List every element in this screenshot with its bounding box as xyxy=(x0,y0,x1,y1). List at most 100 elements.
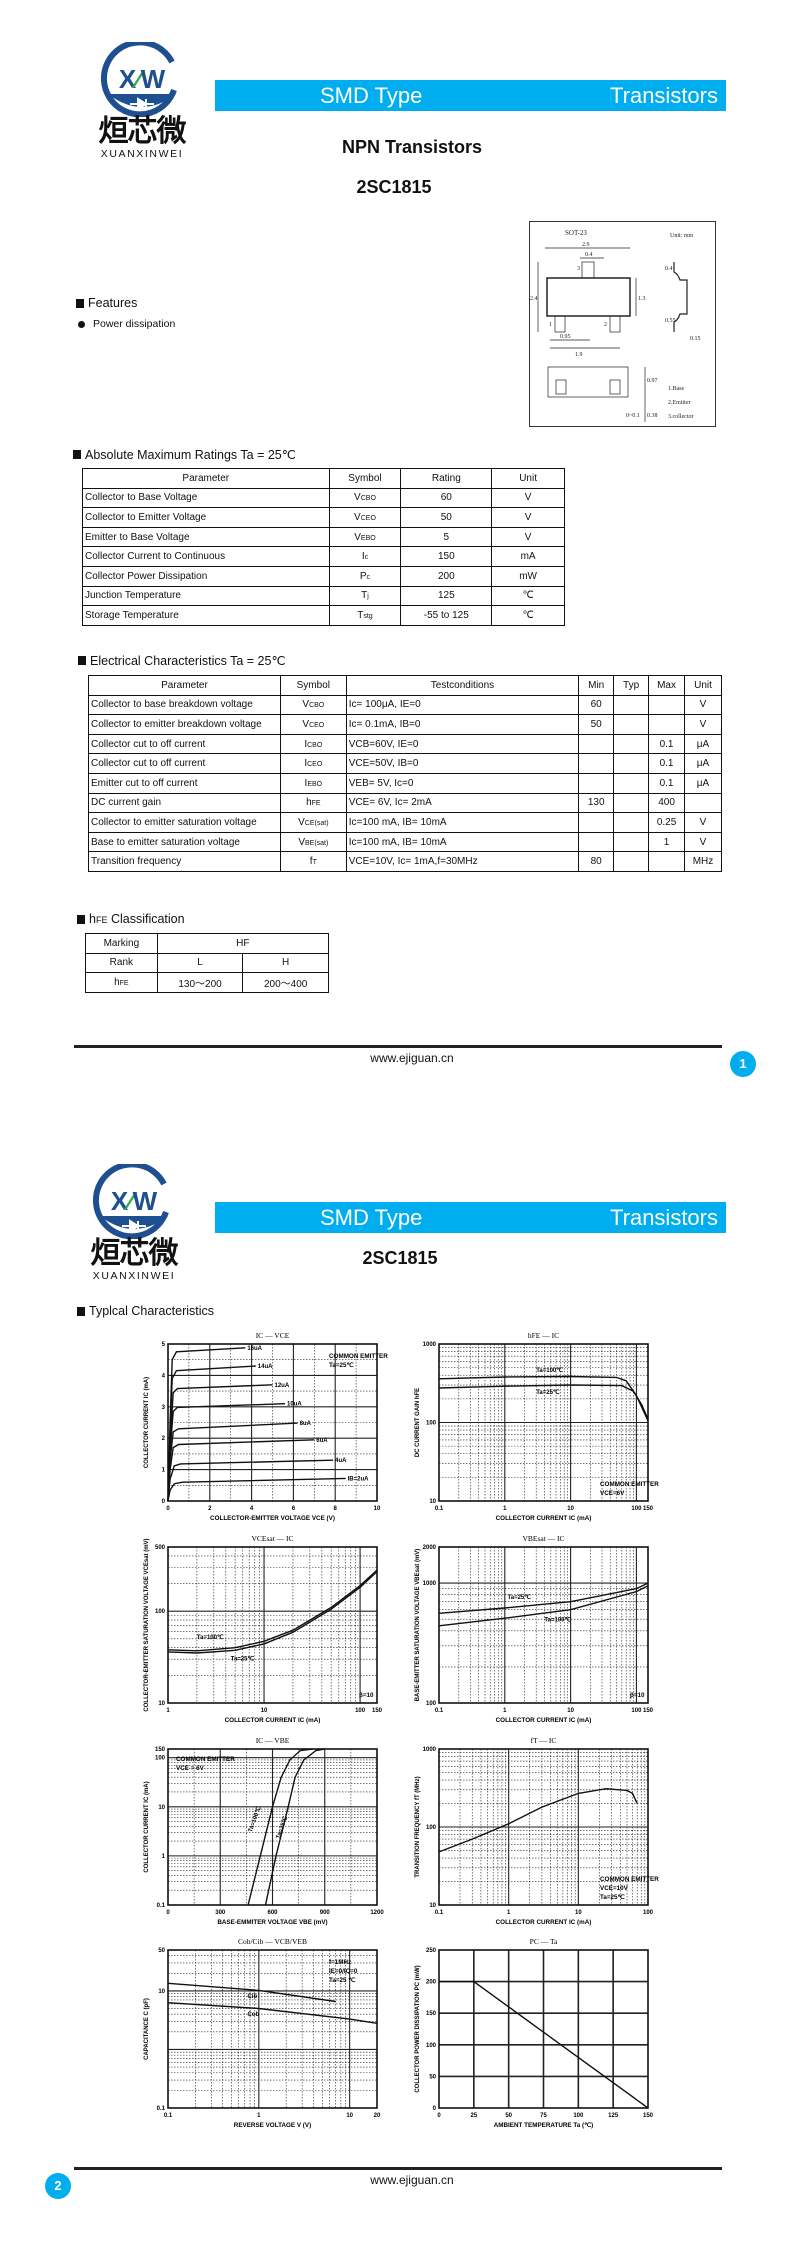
dim-pitch: 0.95 xyxy=(560,334,571,340)
table-header-row: Parameter Symbol Testconditions Min Typ Max Un… xyxy=(88,675,722,696)
square-bullet-icon xyxy=(73,450,81,459)
column-header: Testconditions xyxy=(345,675,580,696)
column-header: Parameter xyxy=(88,675,281,696)
elec-char-heading: Electrical Characteristics Ta = 25℃ xyxy=(78,653,285,668)
table-row: Transition frequency fT VCE=10V, Ic= 1mA,f… xyxy=(88,851,722,872)
table-cell xyxy=(613,772,650,794)
symbol-cell: VCBO xyxy=(279,694,347,716)
column-header: Unit xyxy=(684,675,722,696)
y-tick-label: 1000 xyxy=(423,1747,437,1753)
symbol-cell: fT xyxy=(279,851,347,872)
table-cell: 50 xyxy=(578,714,615,735)
symbol-sub: CBO xyxy=(309,702,325,710)
logo-english-name: XUANXINWEI xyxy=(100,148,184,160)
symbol-sub: EBO xyxy=(360,534,376,542)
feature-item: Power dissipation xyxy=(78,318,175,330)
symbol-cell: VCE(sat) xyxy=(279,812,347,833)
y-tick-label: 10 xyxy=(429,1499,436,1505)
x-tick-label: 4 xyxy=(250,1506,254,1512)
table-cell: Collector Power Dissipation xyxy=(82,565,330,587)
x-tick-label: 1 xyxy=(257,2113,261,2119)
footer-website-link[interactable]: www.ejiguan.cn xyxy=(370,1051,454,1065)
chart-title: VCEsat — IC xyxy=(251,1534,293,1543)
y-tick-label: 2 xyxy=(162,1436,166,1442)
table-row: Collector cut to off current ICEO VCE=50V,… xyxy=(88,753,722,774)
table-cell: μA xyxy=(684,772,722,794)
x-tick-label: 100 xyxy=(643,1910,654,1916)
x-tick-label: 25 xyxy=(470,2113,477,2119)
table-row: Emitter cut to off current IEBO VEB= 5V, I… xyxy=(88,772,722,794)
symbol-cell: VEBO xyxy=(328,526,402,548)
hfe-heading-rest: Classification xyxy=(107,912,185,926)
hfe-classification-table: Marking HF Rank L H hFE 130～200 200～400 xyxy=(85,933,330,993)
x-tick-label: 0.1 xyxy=(435,1708,444,1714)
series-label: 12uA xyxy=(275,1383,290,1389)
marking-label: Marking xyxy=(85,933,158,954)
symbol-main: I xyxy=(361,551,365,563)
y-tick-label: 1 xyxy=(162,1468,166,1474)
table-cell: VCE=50V, IB=0 xyxy=(345,753,580,774)
table-cell: Collector to emitter breakdown voltage xyxy=(88,714,281,735)
symbol-cell: hFE xyxy=(279,792,347,814)
chart-annotation: Ta=25℃ xyxy=(329,1362,354,1369)
series-line xyxy=(167,1439,315,1502)
hfe-range: 130～200 xyxy=(156,972,244,993)
x-axis-label: COLLECTOR CURRENT IC (mA) xyxy=(496,1717,592,1724)
abs-max-heading-text: Absolute Maximum Ratings Ta = 25℃ xyxy=(85,448,296,462)
page-number-badge: 2 xyxy=(45,2173,71,2199)
series-line xyxy=(167,1459,334,1502)
series-label: Ta=25℃ xyxy=(536,1389,560,1396)
series-label: Ta=100℃ xyxy=(536,1367,563,1374)
chart-title: IC — VCE xyxy=(256,1331,290,1340)
table-row: hFE 130～200 200～400 xyxy=(85,972,329,993)
column-header: Max xyxy=(648,675,686,696)
svg-text:X∕W: X∕W xyxy=(119,64,166,94)
square-bullet-icon xyxy=(76,298,84,308)
table-cell: 1 xyxy=(648,831,686,853)
footer-website-link[interactable]: www.ejiguan.cn xyxy=(370,2173,454,2187)
symbol-cell: VBE(sat) xyxy=(279,831,347,853)
x-tick-label: 900 xyxy=(320,1910,331,1916)
table-cell xyxy=(578,812,615,833)
table-cell xyxy=(613,831,650,853)
table-row: Collector Current to Continuous Ic 150 mA xyxy=(82,546,565,567)
x-tick-label: 1 xyxy=(503,1708,507,1714)
table-cell: Ic=100 mA, IB= 10mA xyxy=(345,812,580,833)
table-row: Junction Temperature Tj 125 ℃ xyxy=(82,585,565,607)
x-tick-label: 0.1 xyxy=(164,2113,173,2119)
series-line xyxy=(438,1384,649,1420)
series-label: Ta=100℃ xyxy=(544,1616,571,1623)
series-line xyxy=(167,2002,378,2024)
page-title: NPN Transistors xyxy=(341,137,483,157)
y-tick-label: 1000 xyxy=(423,1581,437,1587)
footer-divider xyxy=(74,1045,722,1048)
hfe-label-h: h xyxy=(114,976,120,988)
page-number-badge: 1 xyxy=(730,1051,756,1077)
chart-pc-ta: 0 25 50 75 100 125 150 0 50 100 150 200 250 PC — Ta AM… xyxy=(415,1937,654,2129)
elec-char-table: Parameter Symbol Testconditions Min Typ Max Un… xyxy=(88,675,722,872)
series-label: 4uA xyxy=(335,1458,347,1464)
plot-frame xyxy=(167,1546,378,1704)
series-line xyxy=(264,1748,325,1906)
chart-title: IC — VBE xyxy=(256,1736,290,1745)
x-tick-label: 150 xyxy=(643,2113,654,2119)
table-cell: mW xyxy=(491,565,565,587)
header-banner: SMD Type Transistors xyxy=(215,80,726,111)
y-tick-label: 50 xyxy=(158,1948,165,1954)
series-line xyxy=(167,1571,378,1654)
y-axis-label: BASE-EMITTER SATURATION VOLTAGE VBEsat (… xyxy=(415,1549,421,1702)
table-cell: VCE=10V, Ic= 1mA,f=30MHz xyxy=(345,851,580,872)
package-unit: Unit: mm xyxy=(670,233,694,239)
table-cell xyxy=(613,694,650,716)
symbol-cell: Tstg xyxy=(328,605,402,626)
chart-annotation: VCE = 6V xyxy=(176,1765,205,1772)
symbol-sub: CBO xyxy=(307,741,323,749)
symbol-main: I xyxy=(304,738,308,750)
series-line xyxy=(167,1569,378,1652)
symbol-sub: CEO xyxy=(360,514,376,522)
series-line xyxy=(438,1787,638,1853)
chart-vbesat-ic: 0.1 1 10 100 150 100 1000 2000 VBEsat — IC COLLEC… xyxy=(415,1534,654,1724)
symbol-sub: T xyxy=(312,859,317,867)
dim-lead-height: 0.38 xyxy=(647,413,658,419)
